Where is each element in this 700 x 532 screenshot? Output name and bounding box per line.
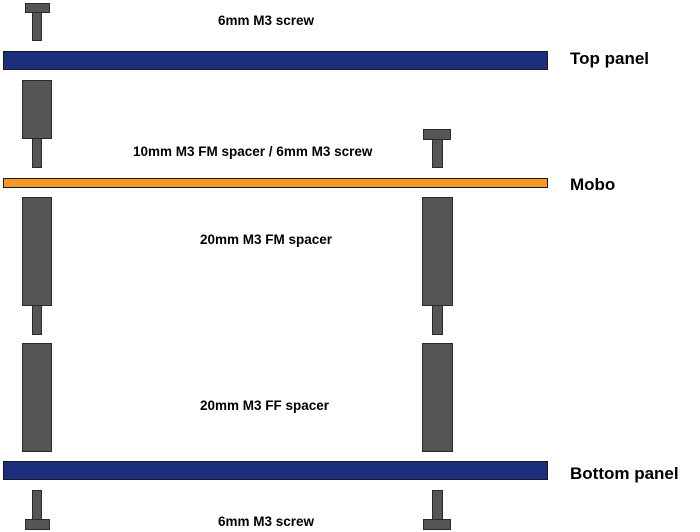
ff-spacer-20-label: 20mm M3 FF spacer: [200, 398, 330, 413]
fm-spacer-20-body-left: [22, 197, 52, 306]
fm-spacer-10-thread-left: [32, 138, 42, 168]
bottom-screw-label: 6mm M3 screw: [218, 514, 315, 529]
top-panel: [3, 51, 548, 70]
fm-spacer-10-body-left: [22, 80, 52, 139]
bottom-screw-head-right: [423, 519, 451, 530]
mobo-board: [3, 178, 548, 188]
bottom-screw-head-left: [25, 519, 50, 530]
bottom-screw-shaft-right: [432, 490, 443, 520]
fm-spacer-20-body-right: [422, 197, 453, 306]
bottom-panel: [3, 461, 548, 480]
bottom-panel-label: Bottom panel: [570, 464, 679, 483]
fm-spacer-20-thread-right: [432, 305, 443, 335]
mobo-label: Mobo: [570, 175, 616, 194]
fm-spacer-20-thread-left: [32, 305, 42, 335]
ff-spacer-20-left: [22, 343, 52, 452]
fm-spacer-10-label: 10mm M3 FM spacer / 6mm M3 screw: [133, 144, 373, 159]
bottom-screw-shaft-left: [32, 490, 42, 520]
ff-spacer-20-right: [422, 343, 453, 452]
mobo-screw-shaft-right: [432, 139, 443, 168]
fm-spacer-20-label: 20mm M3 FM spacer: [200, 232, 333, 247]
top-panel-label: Top panel: [570, 49, 650, 68]
top-screw-label: 6mm M3 screw: [218, 13, 315, 28]
top-screw-shaft-left: [32, 12, 42, 41]
